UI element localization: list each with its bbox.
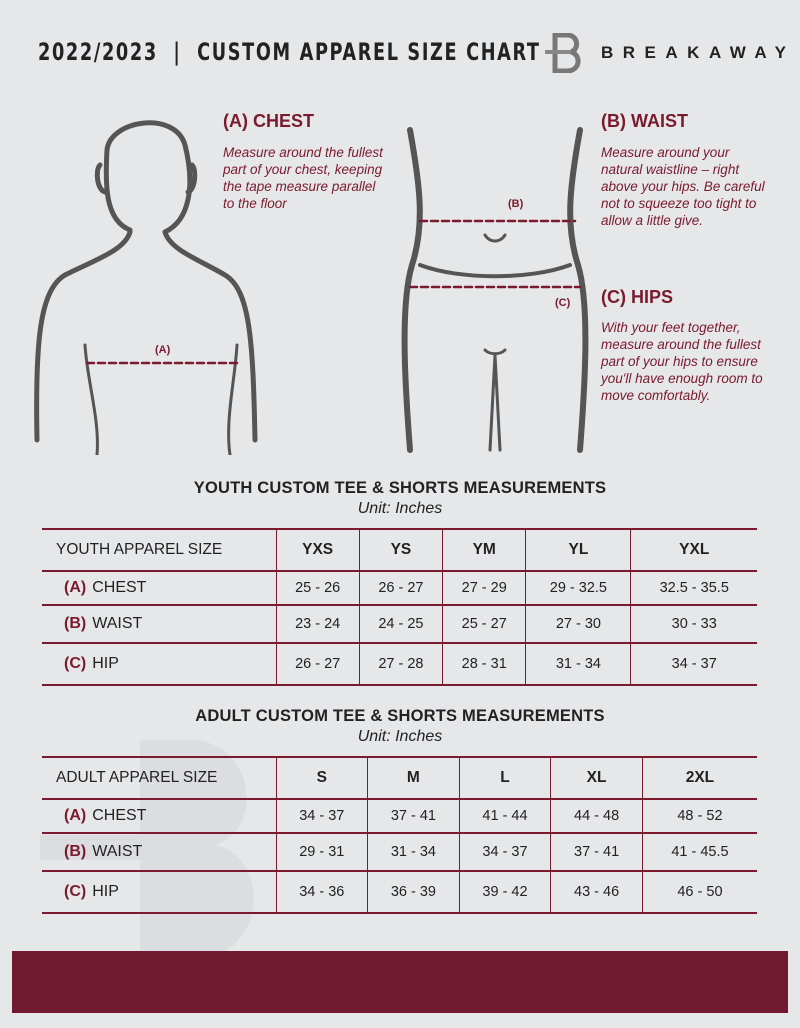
adult-size-table: ADULT APPAREL SIZE S M L XL 2XL (A) CHEST…: [42, 756, 757, 914]
hips-tag: (C): [555, 297, 571, 309]
table-row: (B) WAIST 23 - 24 24 - 25 25 - 27 27 - 30 30 -…: [42, 604, 757, 644]
adult-unit: Unit: Inches: [357, 728, 443, 745]
chest-description: Measure around the fullest part of your …: [223, 145, 383, 211]
measurement-letter: (B): [64, 615, 87, 632]
table-cell: 23 - 24: [275, 604, 360, 644]
measurement-letter: (C): [64, 655, 87, 672]
table-cell: 24 - 25: [358, 604, 443, 644]
size-header: YXL: [630, 528, 757, 572]
waist-description: Measure around your natural waistline – …: [601, 145, 765, 228]
table-cell: 34 - 37: [630, 642, 757, 686]
measurement-name: CHEST: [92, 807, 147, 824]
table-cell: 26 - 27: [358, 570, 443, 606]
table-cell: 46 - 50: [641, 870, 757, 914]
table-cell: 25 - 27: [442, 604, 526, 644]
table-cell: 39 - 42: [458, 870, 551, 914]
table-row: (A) CHEST 25 - 26 26 - 27 27 - 29 29 - 32.5 32…: [42, 570, 757, 606]
chest-tag: (A): [155, 344, 171, 356]
measurement-letter: (A): [64, 807, 87, 824]
youth-unit: Unit: Inches: [357, 500, 443, 517]
size-header: 2XL: [641, 756, 757, 800]
brand-name: BREAKAWAY: [601, 43, 796, 62]
table-cell: 34 - 37: [458, 832, 551, 872]
table-header-row: YOUTH APPAREL SIZE YXS YS YM YL YXL: [42, 528, 757, 572]
table-cell: 36 - 39: [367, 870, 460, 914]
table-cell: 48 - 52: [641, 798, 757, 834]
measurement-label: (C) HIP: [42, 642, 276, 686]
table-cell: 34 - 37: [275, 798, 368, 834]
table-cell: 32.5 - 35.5: [630, 570, 757, 606]
measurement-letter: (A): [64, 579, 87, 596]
header-label: YOUTH APPAREL SIZE: [42, 528, 276, 572]
table-cell: 41 - 44: [458, 798, 551, 834]
measurement-name: HIP: [92, 655, 119, 672]
hips-heading: (C) HIPS: [601, 287, 673, 307]
size-header: M: [367, 756, 460, 800]
table-cell: 31 - 34: [367, 832, 460, 872]
measurement-label: (A) CHEST: [42, 798, 276, 834]
table-cell: 37 - 41: [550, 832, 643, 872]
table-cell: 25 - 26: [275, 570, 360, 606]
table-cell: 29 - 31: [275, 832, 368, 872]
table-header-row: ADULT APPAREL SIZE S M L XL 2XL: [42, 756, 757, 800]
size-header: YXS: [275, 528, 360, 572]
table-cell: 44 - 48: [550, 798, 643, 834]
hips-description: With your feet together, measure around …: [601, 320, 763, 403]
measurement-label: (B) WAIST: [42, 832, 276, 872]
size-header: L: [458, 756, 551, 800]
measurement-label: (C) HIP: [42, 870, 276, 914]
table-cell: 31 - 34: [525, 642, 631, 686]
table-cell: 37 - 41: [367, 798, 460, 834]
table-cell: 29 - 32.5: [525, 570, 631, 606]
measurement-name: WAIST: [92, 615, 143, 632]
measurement-name: HIP: [92, 883, 119, 900]
lower-body-figure: [401, 127, 589, 453]
measurement-name: CHEST: [92, 579, 147, 596]
table-row: (B) WAIST 29 - 31 31 - 34 34 - 37 37 - 41 41 -…: [42, 832, 757, 872]
table-cell: 26 - 27: [275, 642, 360, 686]
table-cell: 41 - 45.5: [641, 832, 757, 872]
size-header: XL: [550, 756, 643, 800]
breakaway-logo-icon: [545, 33, 581, 73]
size-header: S: [275, 756, 368, 800]
measurement-letter: (B): [64, 843, 87, 860]
header-label: ADULT APPAREL SIZE: [42, 756, 276, 800]
upper-body-figure: [34, 120, 258, 455]
chest-heading: (A) CHEST: [223, 111, 314, 131]
page-title: 2022/2023 | CUSTOM APPAREL SIZE CHART: [38, 38, 541, 66]
youth-size-table: YOUTH APPAREL SIZE YXS YS YM YL YXL (A) C…: [42, 528, 757, 686]
youth-table-title: YOUTH CUSTOM TEE & SHORTS MEASUREMENTS: [193, 479, 607, 497]
measurement-label: (A) CHEST: [42, 570, 276, 606]
table-cell: 27 - 29: [442, 570, 526, 606]
table-cell: 27 - 28: [358, 642, 443, 686]
table-cell: 34 - 36: [275, 870, 368, 914]
waist-heading: (B) WAIST: [601, 111, 688, 131]
measurement-name: WAIST: [92, 843, 143, 860]
measurement-label: (B) WAIST: [42, 604, 276, 644]
table-row: (C) HIP 26 - 27 27 - 28 28 - 31 31 - 34 34 - 3…: [42, 642, 757, 686]
measurement-letter: (C): [64, 883, 87, 900]
size-header: YS: [358, 528, 443, 572]
table-cell: 28 - 31: [442, 642, 526, 686]
waist-tag: (B): [508, 198, 524, 210]
size-header: YL: [525, 528, 631, 572]
table-cell: 43 - 46: [550, 870, 643, 914]
adult-table-title: ADULT CUSTOM TEE & SHORTS MEASUREMENTS: [195, 707, 605, 725]
table-row: (C) HIP 34 - 36 36 - 39 39 - 42 43 - 46 46 - 5…: [42, 870, 757, 914]
size-header: YM: [442, 528, 526, 572]
table-cell: 30 - 33: [630, 604, 757, 644]
table-row: (A) CHEST 34 - 37 37 - 41 41 - 44 44 - 48 48 -…: [42, 798, 757, 834]
footer-band: [12, 951, 788, 1013]
table-cell: 27 - 30: [525, 604, 631, 644]
